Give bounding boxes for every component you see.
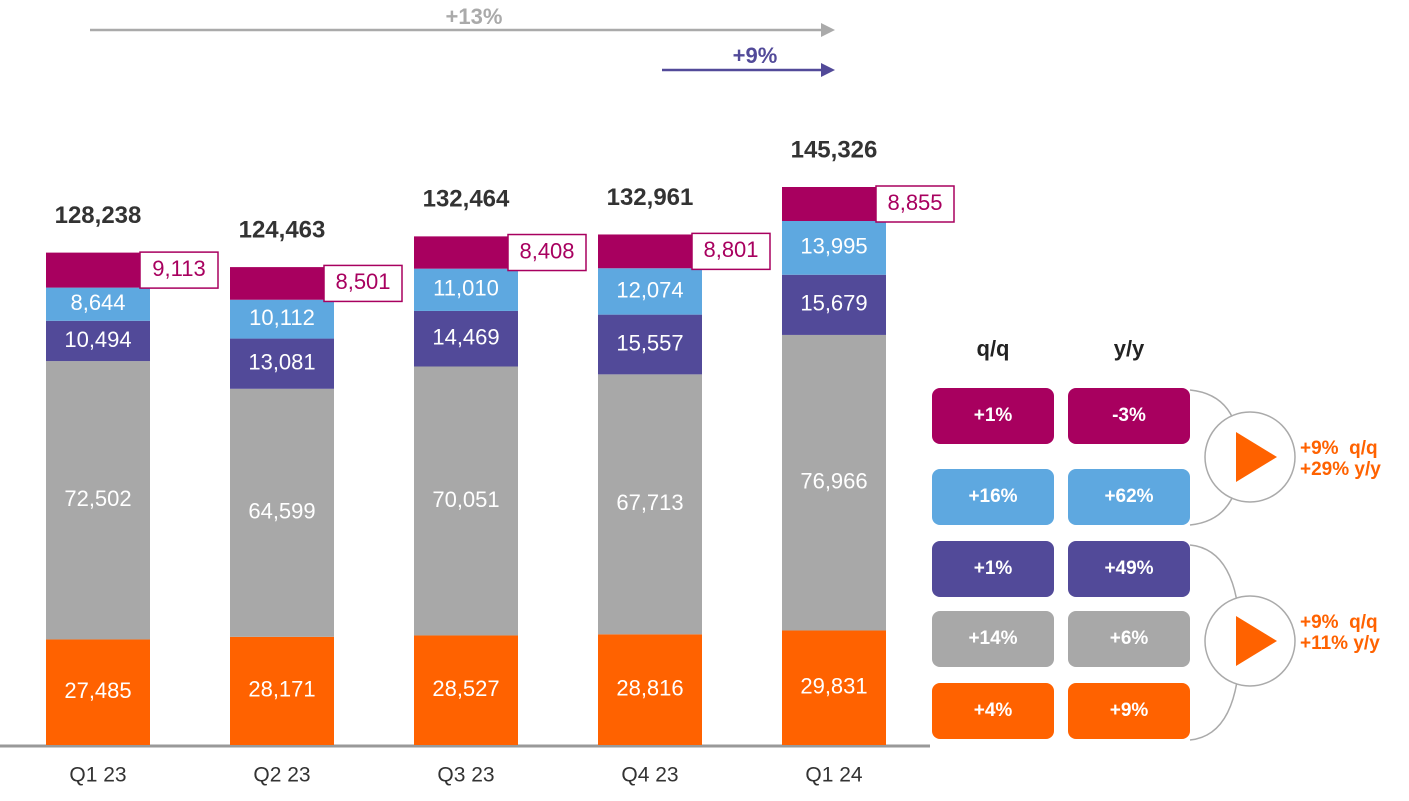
label-box: [323, 264, 403, 303]
arrow-head: [821, 63, 835, 77]
label-box: [875, 185, 955, 223]
label-box: [507, 233, 587, 272]
value-label: 27,485: [64, 678, 131, 703]
arrow-head: [821, 23, 835, 37]
label-box: [139, 251, 219, 289]
value-label: 13,081: [248, 349, 315, 374]
growth-value: +1%: [974, 405, 1013, 426]
value-label: 9,113: [152, 256, 205, 281]
column-header: y/y: [1114, 336, 1145, 361]
value-label: 28,171: [248, 677, 315, 702]
annotation: +9%: [733, 43, 778, 68]
bar-segment: [230, 267, 334, 300]
growth-value: -3%: [1112, 405, 1146, 426]
value-label: 64,599: [248, 499, 315, 524]
growth-value: +49%: [1104, 558, 1153, 579]
bar-segment: [598, 314, 702, 375]
bar-segment: [782, 630, 886, 745]
bar-segment: [230, 299, 334, 339]
summary: +9% q/q: [1300, 438, 1378, 459]
bar-segment: [230, 338, 334, 389]
growth-pill: [932, 611, 1054, 667]
bar-segment: [46, 320, 150, 362]
bar-segment: [598, 374, 702, 635]
value-label: 28,816: [616, 675, 683, 700]
play-icon: [1236, 616, 1277, 666]
bar-segment: [598, 234, 702, 269]
value-label: 72,502: [64, 486, 131, 511]
value-label: 10,494: [64, 327, 131, 352]
value-label: 28,527: [432, 676, 499, 701]
value-label: 8,501: [335, 269, 390, 294]
column-header: q/q: [977, 336, 1010, 361]
growth-pill: [932, 683, 1054, 739]
bar-segment: [414, 236, 518, 269]
value-label: 29,831: [800, 674, 867, 699]
total-label: 132,464: [423, 186, 510, 213]
growth-value: +9%: [1110, 700, 1149, 721]
bar-segment: [230, 636, 334, 745]
value-label: 76,966: [800, 469, 867, 494]
x-tick-label: Q1 24: [805, 764, 863, 787]
value-label: 15,557: [616, 330, 683, 355]
bar-segment: [598, 634, 702, 745]
value-label: 8,644: [70, 290, 125, 315]
growth-pill: [1068, 388, 1190, 444]
bar-segment: [782, 221, 886, 275]
bar-segment: [230, 388, 334, 637]
total-label: 132,961: [607, 184, 694, 211]
value-label: 11,010: [433, 276, 499, 301]
growth-pill: [932, 541, 1054, 597]
x-tick-label: Q4 23: [621, 764, 678, 787]
growth-value: +14%: [968, 628, 1017, 649]
growth-value: +4%: [974, 700, 1013, 721]
total-label: 145,326: [791, 136, 878, 163]
summary: +11% y/y: [1300, 633, 1380, 654]
value-label: 67,713: [616, 490, 683, 515]
bar-segment: [782, 334, 886, 631]
value-label: 8,801: [703, 237, 758, 262]
summary: +29% y/y: [1300, 459, 1381, 480]
growth-pill: [1068, 469, 1190, 525]
growth-pill: [1068, 541, 1190, 597]
value-label: 8,408: [519, 238, 574, 263]
bar-segment: [782, 274, 886, 335]
bar-segment: [46, 287, 150, 321]
value-label: 8,855: [887, 190, 942, 215]
value-label: 70,051: [432, 487, 499, 512]
label-box: [691, 232, 771, 271]
growth-value: +62%: [1104, 486, 1153, 507]
value-label: 10,112: [249, 305, 315, 330]
bar-segment: [414, 635, 518, 745]
x-tick-label: Q3 23: [437, 764, 494, 787]
growth-value: +1%: [974, 558, 1013, 579]
bar-segment: [46, 252, 150, 288]
bar-segment: [414, 268, 518, 311]
growth-pill: [1068, 611, 1190, 667]
play-icon: [1236, 432, 1277, 482]
bar-segment: [414, 310, 518, 367]
bar-segment: [46, 639, 150, 745]
value-label: 12,074: [616, 277, 683, 302]
total-label: 124,463: [239, 216, 326, 243]
value-label: 14,469: [432, 325, 499, 350]
total-label: 128,238: [55, 202, 142, 229]
summary: +9% q/q: [1300, 612, 1378, 633]
bar-segment: [46, 361, 150, 640]
growth-value: +6%: [1110, 628, 1149, 649]
bar-segment: [598, 268, 702, 315]
value-label: 15,679: [800, 291, 867, 316]
x-tick-label: Q1 23: [69, 764, 126, 787]
growth-pill: [1068, 683, 1190, 739]
growth-pill: [932, 388, 1054, 444]
bar-segment: [414, 366, 518, 636]
value-label: 13,995: [800, 234, 867, 259]
growth-value: +16%: [968, 486, 1017, 507]
growth-pill: [932, 469, 1054, 525]
x-tick-label: Q2 23: [253, 764, 310, 787]
bar-segment: [782, 187, 886, 222]
annotation: +13%: [446, 4, 503, 29]
